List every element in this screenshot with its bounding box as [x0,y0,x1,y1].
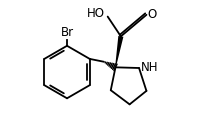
Text: HO: HO [87,7,105,20]
Polygon shape [115,36,123,67]
Text: Br: Br [60,27,74,39]
Text: O: O [148,8,157,21]
Text: NH: NH [141,61,158,74]
